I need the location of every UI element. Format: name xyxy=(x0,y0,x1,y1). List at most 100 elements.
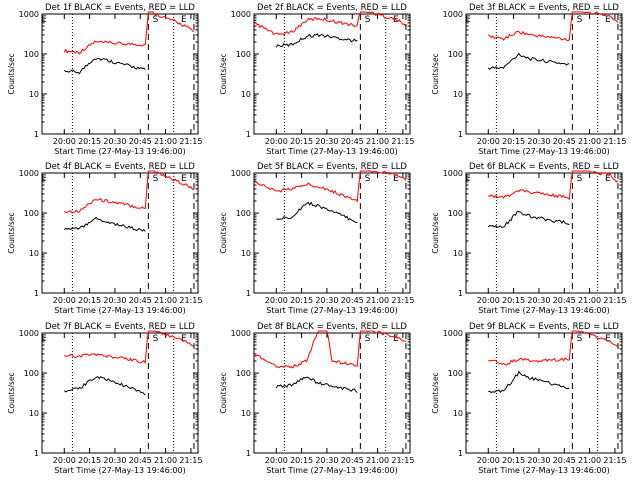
x-tick-label: 20:15 xyxy=(78,137,101,146)
marker-label: E xyxy=(605,174,611,184)
y-axis-label: Counts/sec xyxy=(431,372,440,413)
panel-det-4: Det 4f BLACK = Events, RED = LLD 1 10 100 10… xyxy=(7,162,202,315)
y-tick-label: 1 xyxy=(458,449,463,458)
marker-label: E xyxy=(41,15,47,25)
panel-det-2: Det 2f BLACK = Events, RED = LLD 1 10 100 10… xyxy=(219,3,414,156)
y-tick-label: 1000 xyxy=(443,10,463,19)
events-series-line xyxy=(63,216,146,232)
axes-frame xyxy=(253,13,411,135)
x-tick-label: 20:45 xyxy=(129,456,152,465)
marker-label: S xyxy=(153,15,159,25)
x-tick-label: 21:15 xyxy=(179,296,202,305)
panel-title: Det 3f BLACK = Events, RED = LLD xyxy=(469,3,619,13)
x-tick-label: 20:15 xyxy=(502,456,525,465)
x-tick-label: 20:00 xyxy=(53,456,76,465)
axes-frame xyxy=(253,172,411,294)
marker-label: E xyxy=(465,15,471,25)
axes-frame xyxy=(465,172,623,294)
panel-title: Det 8f BLACK = Events, RED = LLD xyxy=(257,322,407,332)
panel-det-1: Det 1f BLACK = Events, RED = LLD 1 10 100 10… xyxy=(7,3,202,156)
x-tick-label: 20:45 xyxy=(341,456,364,465)
y-tick-label: 1000 xyxy=(231,329,251,338)
y-tick-label: 10 xyxy=(453,90,463,99)
y-axis-label: Counts/sec xyxy=(219,372,228,413)
lld-series-line xyxy=(63,11,195,55)
lld-series-line xyxy=(253,330,407,369)
panel-title: Det 7f BLACK = Events, RED = LLD xyxy=(45,322,195,332)
x-tick-label: 20:15 xyxy=(290,456,313,465)
panel-title: Det 6f BLACK = Events, RED = LLD xyxy=(469,162,619,172)
x-tick-label: 21:00 xyxy=(578,137,601,146)
y-tick-label: 100 xyxy=(448,369,463,378)
marker-label: S xyxy=(365,174,371,184)
x-tick-label: 20:00 xyxy=(477,137,500,146)
x-tick-label: 20:30 xyxy=(103,456,126,465)
marker-label: S xyxy=(153,174,159,184)
x-tick-label: 20:15 xyxy=(502,137,525,146)
lld-series-line xyxy=(253,11,407,36)
y-axis-label: Counts/sec xyxy=(7,372,16,413)
lld-series-line xyxy=(253,170,407,203)
y-tick-label: 10 xyxy=(29,90,39,99)
y-tick-label: 1 xyxy=(246,289,251,298)
marker-label: E xyxy=(41,174,47,184)
x-tick-label: 20:00 xyxy=(265,296,288,305)
events-series-line xyxy=(276,201,358,224)
y-tick-label: 10 xyxy=(453,249,463,258)
x-tick-label: 20:00 xyxy=(265,456,288,465)
x-tick-label: 20:00 xyxy=(53,296,76,305)
x-tick-label: 21:00 xyxy=(154,137,177,146)
x-tick-label: 20:45 xyxy=(553,296,576,305)
y-tick-label: 1 xyxy=(34,289,39,298)
panel-title: Det 2f BLACK = Events, RED = LLD xyxy=(257,3,407,13)
x-tick-label: 20:30 xyxy=(103,137,126,146)
x-axis-label: Start Time (27-May-13 19:46:00) xyxy=(54,147,185,156)
marker-label: E xyxy=(465,334,471,344)
x-tick-label: 20:45 xyxy=(553,456,576,465)
y-tick-label: 10 xyxy=(241,90,251,99)
events-series-line xyxy=(487,210,570,229)
lld-series-line xyxy=(64,330,195,365)
x-axis-label: Start Time (27-May-13 19:46:00) xyxy=(54,466,185,475)
y-axis-label: Counts/sec xyxy=(219,53,228,94)
marker-label: E xyxy=(181,334,187,344)
x-tick-label: 21:15 xyxy=(603,456,626,465)
y-tick-label: 1000 xyxy=(443,329,463,338)
panel-det-9: Det 9f BLACK = Events, RED = LLD 1 10 100 10… xyxy=(431,322,626,475)
x-tick-label: 21:00 xyxy=(578,456,601,465)
panel-det-6: Det 6f BLACK = Events, RED = LLD 1 10 100 10… xyxy=(431,162,626,315)
x-axis-label: Start Time (27-May-13 19:46:00) xyxy=(478,466,609,475)
events-series-line xyxy=(275,33,358,48)
x-tick-label: 20:15 xyxy=(502,296,525,305)
panel-det-5: Det 5f BLACK = Events, RED = LLD 1 10 100 10… xyxy=(219,162,414,315)
panel-title: Det 5f BLACK = Events, RED = LLD xyxy=(257,162,407,172)
x-tick-label: 21:15 xyxy=(391,456,414,465)
y-tick-label: 1000 xyxy=(231,10,251,19)
x-tick-label: 20:30 xyxy=(315,456,338,465)
x-tick-label: 21:15 xyxy=(179,137,202,146)
x-axis-label: Start Time (27-May-13 19:46:00) xyxy=(54,306,185,315)
y-tick-label: 10 xyxy=(241,409,251,418)
x-tick-label: 21:00 xyxy=(366,456,389,465)
marker-label: S xyxy=(577,334,583,344)
x-axis-label: Start Time (27-May-13 19:46:00) xyxy=(266,466,397,475)
y-tick-label: 100 xyxy=(24,50,39,59)
y-tick-label: 1 xyxy=(34,449,39,458)
x-axis-label: Start Time (27-May-13 19:46:00) xyxy=(266,306,397,315)
events-series-line xyxy=(487,52,570,70)
y-axis-label: Counts/sec xyxy=(7,53,16,94)
x-axis-label: Start Time (27-May-13 19:46:00) xyxy=(266,147,397,156)
y-tick-label: 10 xyxy=(241,249,251,258)
x-tick-label: 21:15 xyxy=(603,137,626,146)
x-tick-label: 20:45 xyxy=(341,296,364,305)
axes-frame xyxy=(41,332,199,454)
y-tick-label: 1 xyxy=(458,289,463,298)
x-tick-label: 20:15 xyxy=(78,456,101,465)
lld-series-line xyxy=(488,170,619,201)
lld-series-line xyxy=(487,11,619,42)
x-tick-label: 20:45 xyxy=(341,137,364,146)
y-tick-label: 1000 xyxy=(19,10,39,19)
y-tick-label: 100 xyxy=(24,369,39,378)
x-axis-label: Start Time (27-May-13 19:46:00) xyxy=(478,306,609,315)
